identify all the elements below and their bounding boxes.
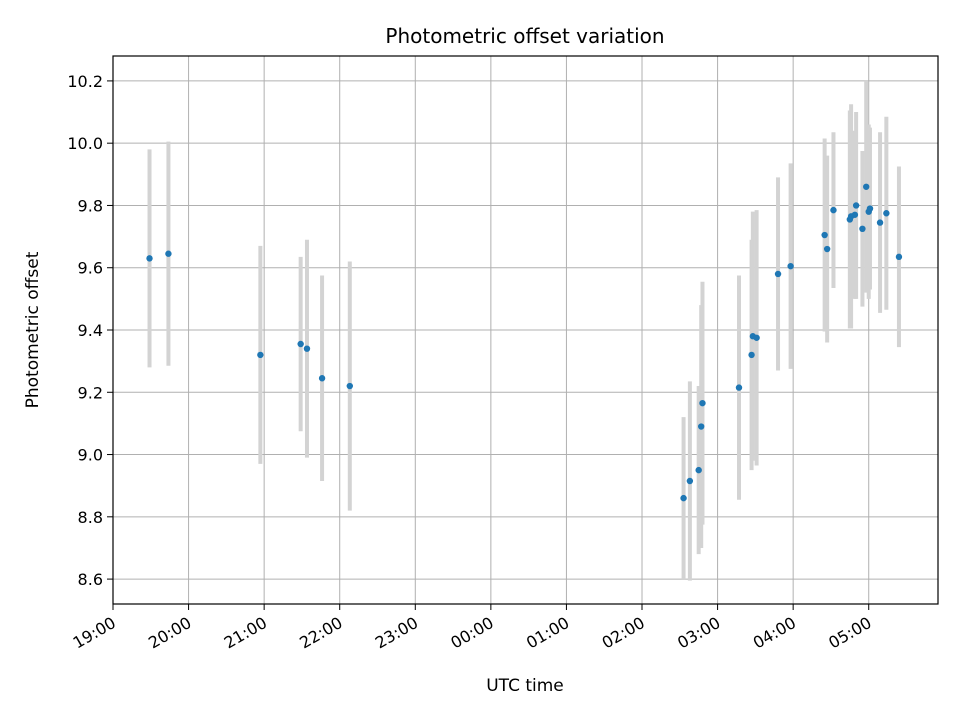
y-tick-label: 9.2 xyxy=(78,383,103,402)
y-axis: 8.6 8.8 9.0 9.2 9.4 9.6 9.8 10.0 10.2 xyxy=(67,72,113,589)
data-point xyxy=(346,382,353,390)
data-point xyxy=(146,255,153,262)
data-point xyxy=(257,351,264,359)
data-point xyxy=(823,245,831,253)
data-point xyxy=(876,219,884,226)
x-axis-title: UTC time xyxy=(486,676,564,696)
y-tick-label: 9.8 xyxy=(78,196,103,215)
data-point xyxy=(318,375,326,382)
data-point xyxy=(297,340,304,348)
data-point xyxy=(852,202,860,209)
y-tick-label: 10.2 xyxy=(67,72,103,91)
data-point xyxy=(863,183,870,190)
data-point xyxy=(787,262,794,270)
data-point xyxy=(695,466,702,474)
data-point xyxy=(851,211,859,218)
y-tick-label: 9.4 xyxy=(78,321,103,340)
data-point xyxy=(753,334,760,341)
data-point xyxy=(699,399,706,407)
data-point xyxy=(774,270,782,278)
data-point xyxy=(698,423,705,430)
y-axis-title: Photometric offset xyxy=(23,251,43,408)
data-point xyxy=(680,494,687,502)
y-tick-label: 9.0 xyxy=(78,446,103,465)
data-point xyxy=(748,351,755,359)
chart-title: Photometric offset variation xyxy=(385,24,664,48)
data-point xyxy=(859,225,866,233)
data-point xyxy=(735,384,743,391)
data-point xyxy=(895,253,903,261)
data-point xyxy=(165,250,172,257)
y-tick-label: 9.6 xyxy=(78,259,103,278)
y-tick-label: 8.6 xyxy=(78,570,103,589)
y-tick-label: 10.0 xyxy=(67,134,103,153)
data-point xyxy=(821,231,828,239)
data-point xyxy=(883,210,890,217)
data-points xyxy=(146,183,903,502)
data-point xyxy=(303,345,311,352)
data-point xyxy=(866,205,874,212)
grid xyxy=(112,56,938,604)
data-point xyxy=(686,477,694,485)
y-tick-label: 8.8 xyxy=(78,508,103,527)
data-point xyxy=(830,206,837,214)
